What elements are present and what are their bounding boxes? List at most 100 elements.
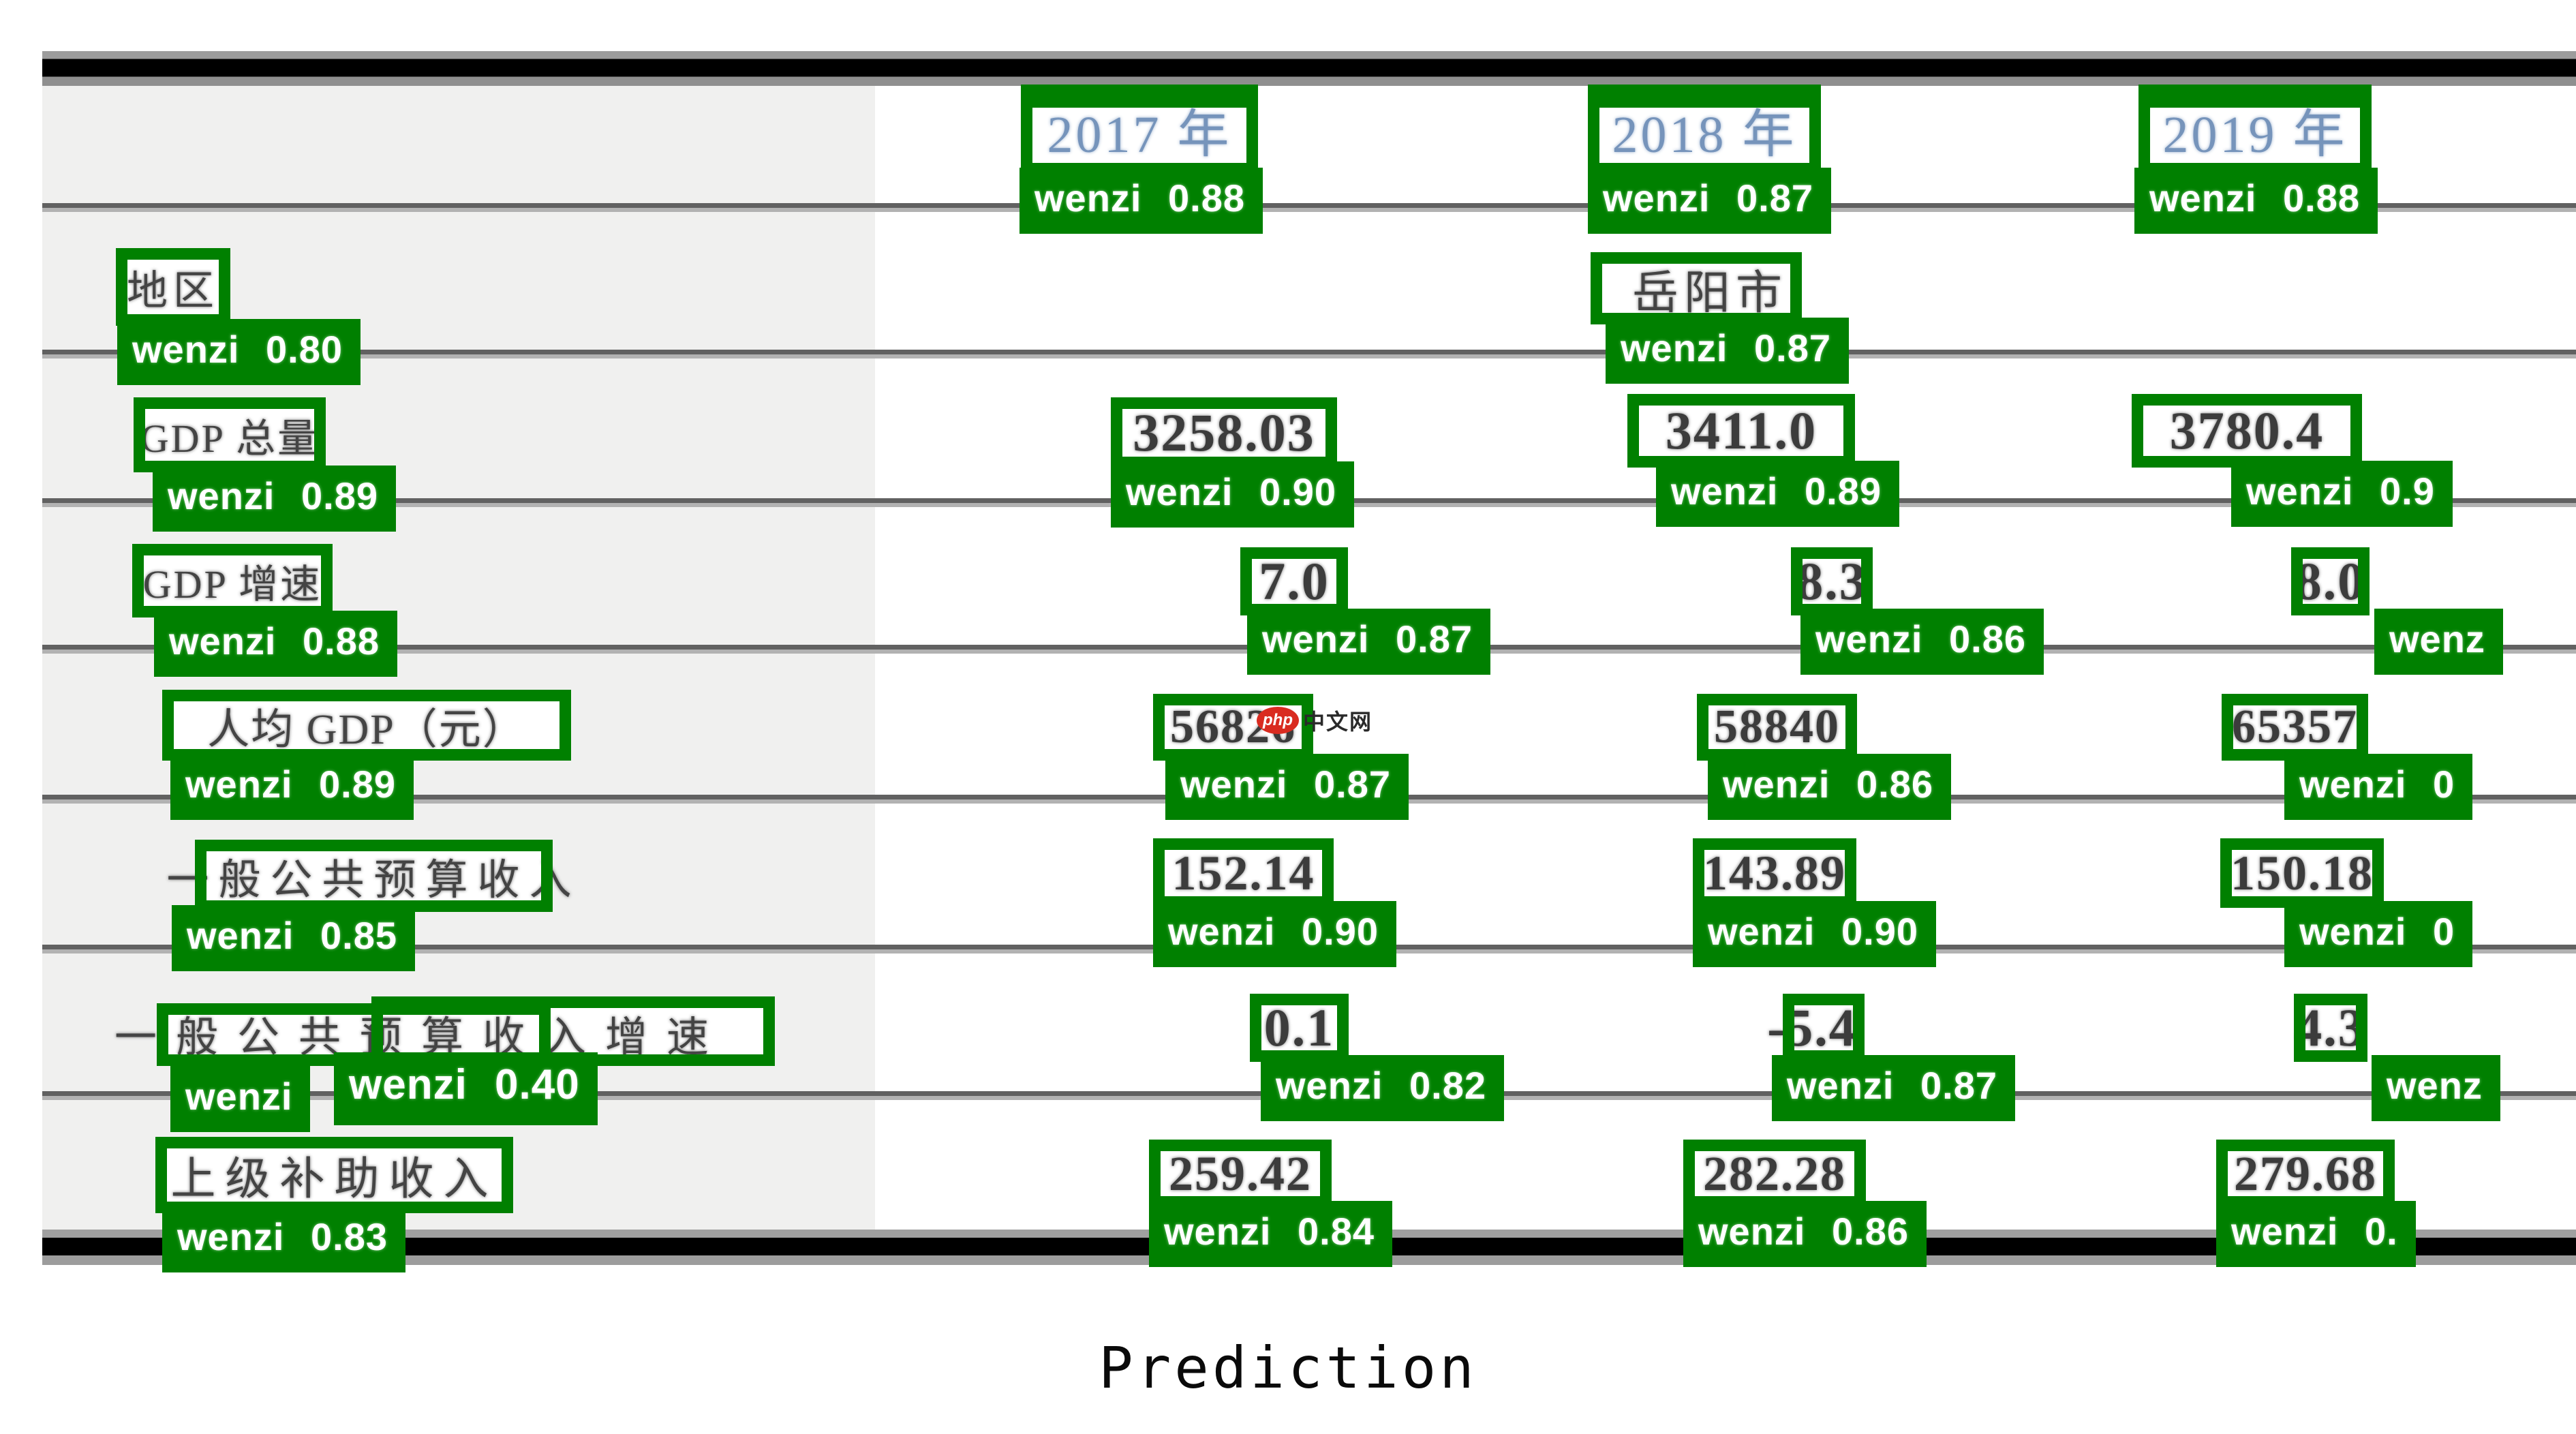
detection-score-tag: wenzi 0.87 xyxy=(1606,318,1850,384)
detection-cell-year-2017: 2017 年 wenzi 0.88 xyxy=(1019,85,1263,234)
row-separator xyxy=(42,203,2576,212)
detection-cell-pc-gdp-2019: 65357 wenzi 0 xyxy=(2222,694,2473,820)
detection-box xyxy=(1588,85,1821,174)
cell-text: 150.18 xyxy=(2230,845,2374,900)
detection-cell-budget-growth-2019: 4.3 wenz xyxy=(2294,994,2500,1121)
box-fill xyxy=(132,544,333,617)
detection-box xyxy=(1240,547,1348,615)
detection-score-tag: wenzi 0.88 xyxy=(1019,168,1263,234)
detection-score-tag: wenzi 0.83 xyxy=(162,1206,406,1272)
detection-cell-pc-gdp-2018: 58840 wenzi 0.86 xyxy=(1697,694,1952,820)
box-fill xyxy=(162,690,571,761)
cell-text: GDP 总量 xyxy=(140,416,320,461)
cell-text: 152.14 xyxy=(1171,845,1315,900)
cell-text: -5.4 xyxy=(1767,998,1857,1057)
box-fill xyxy=(1591,252,1802,324)
detection-box xyxy=(1149,1140,1332,1208)
cell-text: 2019 年 xyxy=(2162,106,2348,164)
cell-text: 8.0 xyxy=(2295,551,2366,611)
detection-score-tag: wenzi 0 xyxy=(2284,754,2473,820)
detection-cell-gdp-total-2017: 3258.03 wenzi 0.90 xyxy=(1111,397,1355,528)
detection-score-tag: wenzi 0.88 xyxy=(2134,168,2378,234)
detection-score-tag: wenzi 0.84 xyxy=(1149,1201,1393,1267)
detection-cell-region-label: 地区 wenzi 0.80 xyxy=(116,248,361,385)
detection-score-tag: wenzi 0.87 xyxy=(1772,1055,2016,1121)
detection-box xyxy=(134,397,326,472)
table-top-border xyxy=(42,51,2576,86)
cell-text: 上级补助收入 xyxy=(170,1155,498,1204)
detection-cell-gdp-growth-label: GDP 增速 wenzi 0.88 xyxy=(132,544,398,677)
detection-cell-budget-2018: 143.89 wenzi 0.90 xyxy=(1693,838,1937,967)
detection-box xyxy=(1697,694,1857,761)
detection-box xyxy=(155,1137,513,1213)
detection-box xyxy=(2294,994,2367,1062)
detection-box xyxy=(2291,547,2370,615)
cell-text: 279.68 xyxy=(2234,1146,2377,1201)
box-fill xyxy=(134,397,326,472)
cell-text: 7.0 xyxy=(1259,551,1330,611)
detection-cell-subsidy-2018: 282.28 wenzi 0.86 xyxy=(1683,1140,1927,1267)
detection-score-tag: wenzi 0.80 xyxy=(117,319,361,385)
php-logo-icon: php xyxy=(1257,707,1299,734)
php-watermark: php 中文网 xyxy=(1257,705,1373,736)
cell-text: 8.3 xyxy=(1796,551,1867,611)
detection-score-tag: wenzi 0.82 xyxy=(1261,1055,1505,1121)
cell-text: 2018 年 xyxy=(1612,106,1797,164)
box-fill xyxy=(155,1137,513,1213)
detection-cell-subsidy-2017: 259.42 wenzi 0.84 xyxy=(1149,1140,1393,1267)
detection-box xyxy=(2138,85,2372,174)
detection-cell-budget-2017: 152.14 wenzi 0.90 xyxy=(1153,838,1397,967)
detection-score-tag: wenzi 0.85 xyxy=(172,905,416,971)
box-fill xyxy=(2132,394,2362,468)
detection-box xyxy=(1021,85,1258,174)
detection-box xyxy=(2222,694,2368,761)
detection-box xyxy=(162,690,571,761)
cell-text: 4.3 xyxy=(2295,998,2366,1057)
box-fill xyxy=(1111,397,1337,468)
detection-score-tag: wenzi 0.87 xyxy=(1588,168,1832,234)
detection-cell-year-2019: 2019 年 wenzi 0.88 xyxy=(2134,85,2378,234)
detection-cell-gdp-total-2019: 3780.4 wenzi 0.9 xyxy=(2132,394,2453,527)
detection-score-tag: wenzi 0.89 xyxy=(1656,461,1900,527)
figure-caption: Prediction xyxy=(1099,1334,1477,1401)
box-fill xyxy=(1627,394,1855,468)
cell-text: 一般公共预算收入 xyxy=(166,857,581,904)
box-fill xyxy=(195,840,553,912)
detection-cell-subsidy-label: 上级补助收入 wenzi 0.83 xyxy=(155,1137,513,1272)
detection-score-tag: wenzi 0.87 xyxy=(1165,754,1409,820)
detection-box xyxy=(2220,838,2384,908)
row-separator xyxy=(42,350,2576,358)
detection-score-tag: wenz xyxy=(2374,609,2503,675)
detection-score-tag: wenzi 0.89 xyxy=(153,466,397,532)
detection-cell-gdp-growth-2017: 7.0 wenzi 0.87 xyxy=(1240,547,1491,675)
detection-score-tag: wenzi 0.9 xyxy=(2231,461,2453,527)
detection-cell-gdp-growth-2018: 8.3 wenzi 0.86 xyxy=(1791,547,2044,675)
detection-box xyxy=(1111,397,1337,468)
cell-text: 地区 xyxy=(127,268,219,314)
detection-box xyxy=(1683,1140,1866,1208)
detection-cell-region-2018: 岳阳市 wenzi 0.87 xyxy=(1591,252,1850,384)
watermark-text: 中文网 xyxy=(1303,710,1373,734)
detection-box xyxy=(116,248,230,326)
cell-text: 58840 xyxy=(1714,701,1840,753)
detection-score-tag: wenz xyxy=(2372,1055,2500,1121)
detection-box xyxy=(132,544,333,617)
detection-cell-pc-gdp-label: 人均 GDP（元） wenzi 0.89 xyxy=(162,690,571,820)
cell-text: 143.89 xyxy=(1703,845,1846,900)
detection-box xyxy=(1627,394,1855,468)
detection-cell-subsidy-2019: 279.68 wenzi 0. xyxy=(2216,1140,2416,1267)
detection-cell-budget-growth-2017: 0.1 wenzi 0.82 xyxy=(1250,994,1505,1121)
cell-text: 65357 xyxy=(2232,701,2358,753)
cell-text: GDP 增速 xyxy=(142,562,322,607)
detection-cell-budget-2019: 150.18 wenzi 0 xyxy=(2220,838,2473,967)
cell-text: 3258.03 xyxy=(1133,403,1315,462)
detection-box xyxy=(1591,252,1802,324)
detection-score-tag: wenzi 0 xyxy=(2284,901,2473,967)
cell-text: 岳阳市 xyxy=(1631,266,1788,319)
cell-text: 282.28 xyxy=(1703,1146,1846,1201)
detection-box xyxy=(1791,547,1873,615)
detection-cell-budget-growth-2018: -5.4 wenzi 0.87 xyxy=(1767,994,2016,1121)
detection-cell-gdp-growth-2019: 8.0 wenz xyxy=(2291,547,2503,675)
detection-cell-gdp-total-2018: 3411.0 wenzi 0.89 xyxy=(1627,394,1900,527)
